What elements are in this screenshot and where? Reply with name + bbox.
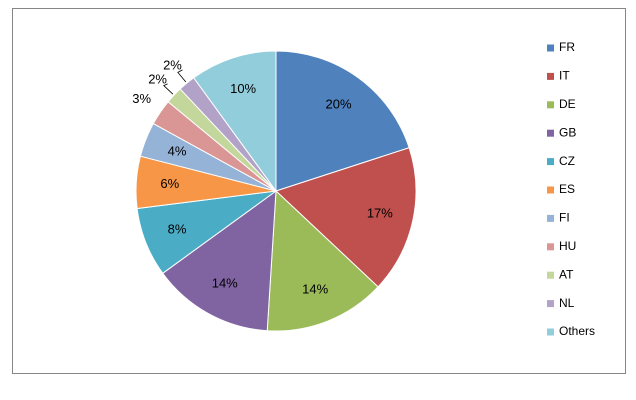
legend-label: NL xyxy=(559,296,575,310)
legend-marker xyxy=(547,300,554,308)
data-label: 10% xyxy=(230,81,256,96)
legend-marker xyxy=(547,129,554,137)
leader-line xyxy=(163,83,174,95)
legend-label: ES xyxy=(559,182,575,196)
legend-marker xyxy=(547,214,554,222)
legend-marker xyxy=(547,243,554,251)
legend-label: Others xyxy=(559,324,595,338)
legend-label: GB xyxy=(559,125,576,139)
legend-marker xyxy=(547,158,554,166)
legend-label: AT xyxy=(559,267,574,281)
data-label: 14% xyxy=(302,281,328,296)
legend-marker xyxy=(547,328,554,336)
legend-marker xyxy=(547,101,554,109)
data-label: 2% xyxy=(163,57,182,72)
pie-slice xyxy=(162,189,277,332)
data-label: 8% xyxy=(168,222,187,237)
data-label: 3% xyxy=(132,91,151,106)
legend: FR IT DE GB CZ ES FI HU AT NL Others xyxy=(547,40,595,338)
data-label: 4% xyxy=(168,143,187,158)
legend-label: FI xyxy=(559,211,570,225)
data-label: 6% xyxy=(160,176,179,191)
legend-marker xyxy=(547,44,554,52)
data-label: 14% xyxy=(212,276,238,291)
pie-slice xyxy=(275,50,410,192)
pie-slice xyxy=(266,189,379,332)
data-label: 17% xyxy=(367,206,393,221)
legend-marker xyxy=(547,271,554,279)
legend-label: HU xyxy=(559,239,576,253)
legend-label: FR xyxy=(559,40,575,54)
legend-label: IT xyxy=(559,69,570,83)
data-label: 20% xyxy=(326,96,352,111)
pie-slice xyxy=(275,147,417,288)
legend-label: CZ xyxy=(559,154,575,168)
data-label: 2% xyxy=(148,71,167,86)
legend-marker xyxy=(547,72,554,80)
leader-line xyxy=(177,69,187,83)
pie: 20% 17% 14% 14% 8% 6% 4% 3% 2%2% 10% xyxy=(132,50,417,332)
legend-label: DE xyxy=(559,97,576,111)
pie-slice xyxy=(193,50,277,193)
legend-marker xyxy=(547,186,554,194)
